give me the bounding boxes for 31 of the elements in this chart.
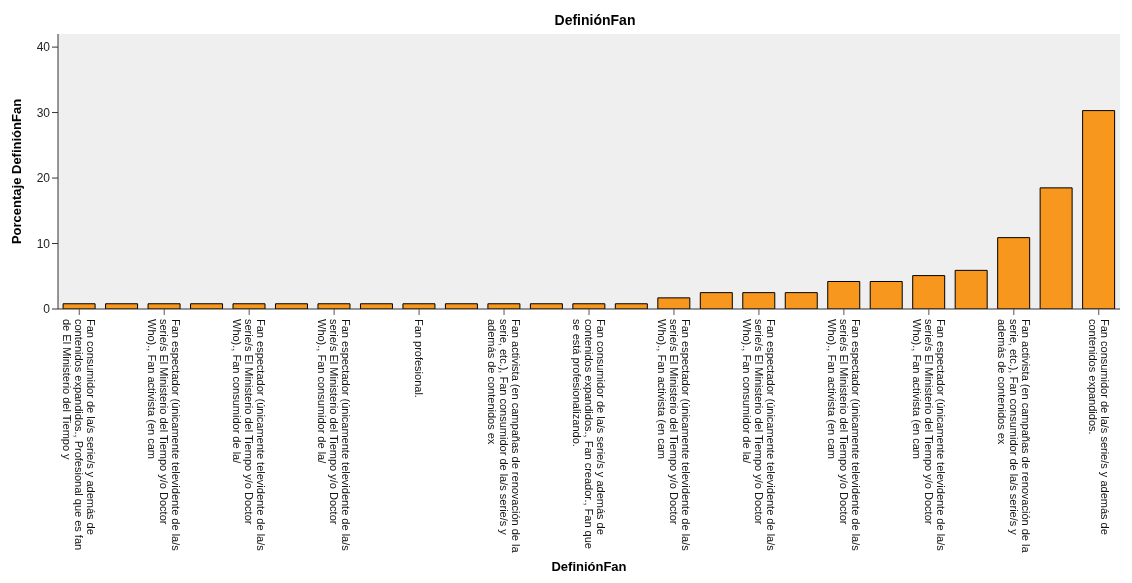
bar: [147, 303, 181, 309]
bar: [317, 303, 351, 309]
bar: [572, 303, 606, 309]
x-tick-label: Fan consumidor de la/s serie/s y además de contenidos expandidos., Profesional que es fan de El Ministerio del Tiempo y: [61, 319, 98, 551]
bar: [657, 297, 691, 309]
y-tick-label: 30: [36, 105, 51, 120]
y-tick-label: 40: [36, 40, 51, 55]
bar: [869, 281, 903, 309]
x-axis-title: DefiniónFan: [551, 559, 627, 574]
bar: [742, 292, 776, 309]
x-tick-label: Fan profesional.: [413, 319, 426, 398]
bar: [402, 303, 436, 309]
bar: [784, 292, 818, 309]
x-tick-label: Fan activista (en campañas de renovación de la serie, etc.), Fan consumidor de la/s serie/s y además de contenidos ex: [486, 319, 523, 554]
bar: [699, 292, 733, 309]
x-tick-label: Fan consumidor de la/s serie/s y además de contenidos expandidos.: [1086, 319, 1111, 535]
bar: [1039, 187, 1073, 309]
bar: [827, 281, 861, 309]
bar: [912, 275, 946, 309]
y-tick-label: 0: [43, 302, 51, 317]
y-tick-label: 10: [36, 236, 51, 251]
bar: [232, 303, 266, 309]
bar: [997, 237, 1031, 309]
y-tick-label: 20: [36, 171, 51, 186]
bar: [954, 269, 988, 309]
y-axis-title: Porcentaje DefiniónFan: [8, 98, 24, 245]
chart-title: DefiniónFan: [553, 12, 637, 28]
bar: [487, 303, 521, 309]
x-tick-label: Fan consumidor de la/s serie/s y además de contenidos expandidos., Fan creador., Fan que se está profesionalizando.: [571, 319, 607, 549]
bar: [1082, 110, 1116, 309]
bar: [62, 303, 96, 309]
